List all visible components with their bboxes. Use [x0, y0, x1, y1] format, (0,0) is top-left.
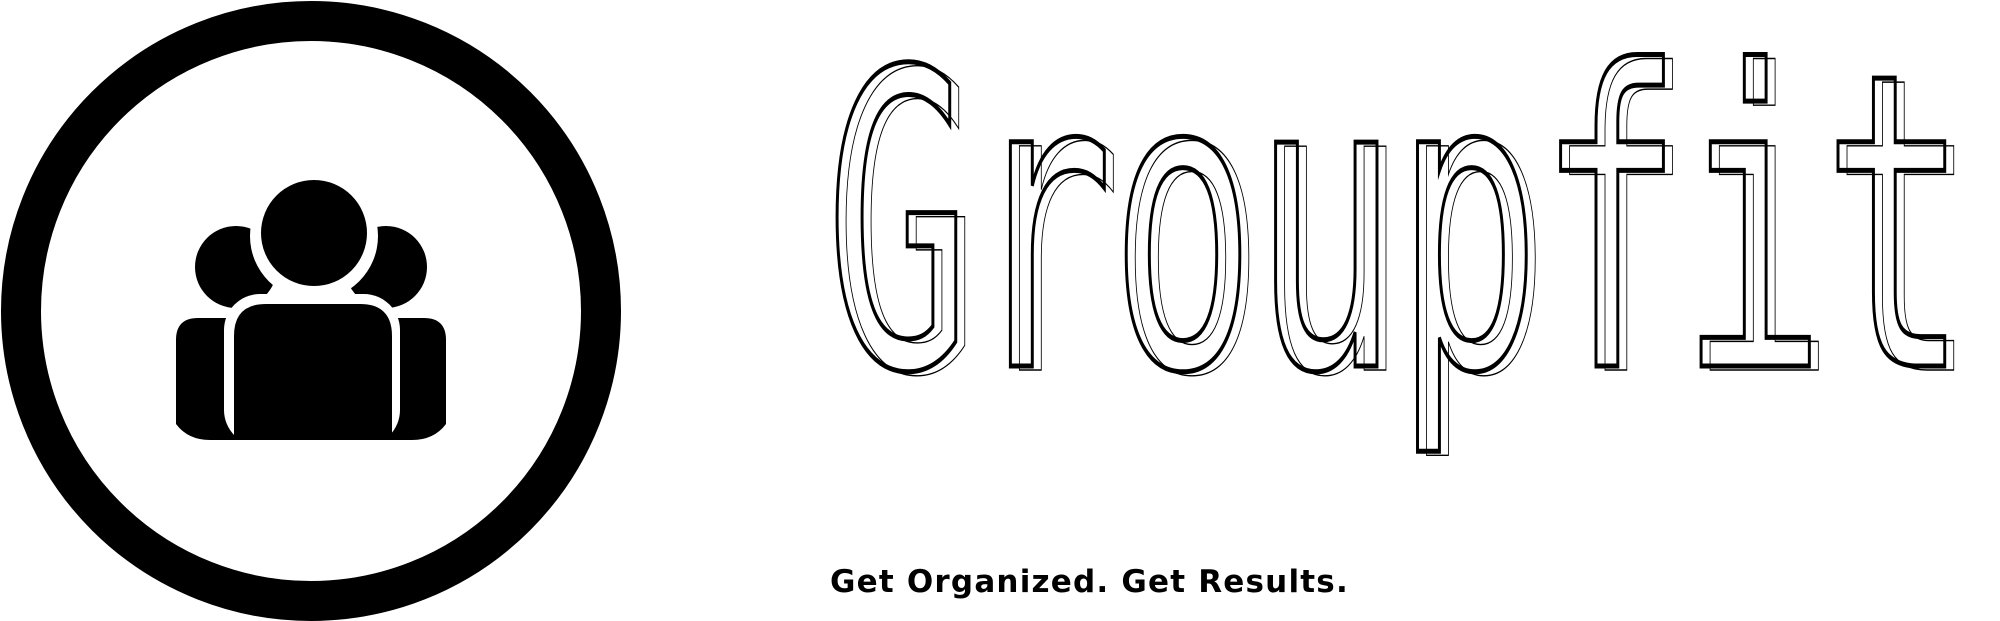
groupfit-wordmark: Groupfit Groupfit — [825, 0, 1981, 468]
group-people-icon — [1, 1, 621, 621]
wordmark-text: Groupfit — [825, 0, 1965, 463]
tagline: Get Organized. Get Results. — [830, 564, 1349, 600]
wordmark-inline: Groupfit — [834, 0, 1974, 467]
